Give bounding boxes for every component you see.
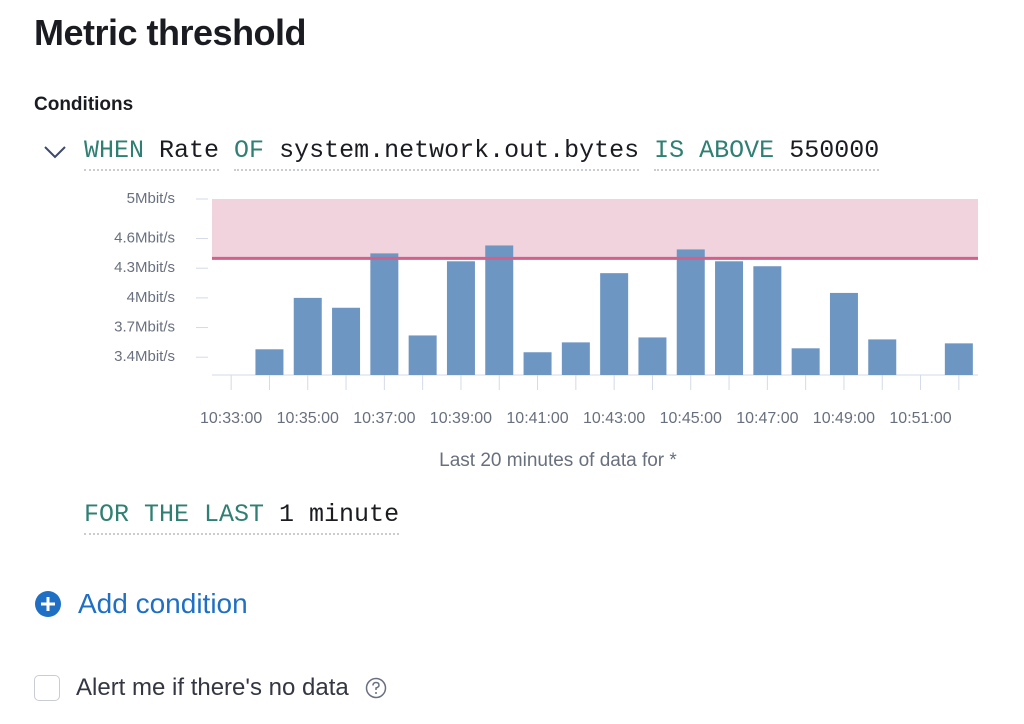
y-tick-label: 3.7Mbit/s <box>114 319 175 336</box>
bar <box>600 273 629 375</box>
bar <box>638 337 667 375</box>
x-axis-label: Last 20 minutes of data for * <box>439 450 677 471</box>
collapse-icon[interactable] <box>42 143 68 161</box>
x-tick-label: 10:41:00 <box>506 410 568 427</box>
section-label: Conditions <box>34 94 134 115</box>
x-tick-label: 10:39:00 <box>430 410 492 427</box>
checkbox[interactable] <box>34 675 60 701</box>
duration-value: 1 minute <box>279 500 400 529</box>
x-tick-label: 10:47:00 <box>736 410 798 427</box>
bar <box>561 342 590 375</box>
help-icon[interactable] <box>365 677 387 699</box>
expr-group[interactable]: OF system.network.out.bytes <box>234 136 640 171</box>
chart: Last 20 minutes of data for * 5Mbit/s 4.6… <box>114 190 978 471</box>
expr-group[interactable]: IS ABOVE 550000 <box>654 136 880 171</box>
bar <box>255 349 284 375</box>
add-condition-button[interactable]: Add condition <box>34 588 248 620</box>
y-tick-label: 4.6Mbit/s <box>114 230 175 247</box>
x-tick-label: 10:33:00 <box>200 410 262 427</box>
x-tick-label: 10:43:00 <box>583 410 645 427</box>
bar <box>370 253 399 375</box>
expr-group[interactable]: WHEN Rate <box>84 136 220 171</box>
page-title: Metric threshold <box>34 12 307 53</box>
x-tick-label: 10:45:00 <box>660 410 722 427</box>
keyword: OF <box>234 136 265 165</box>
metric: system.network.out.bytes <box>279 136 640 165</box>
aggregation: Rate <box>159 136 220 165</box>
threshold-zone <box>212 199 978 259</box>
bar <box>868 339 897 375</box>
bar <box>332 307 361 375</box>
x-tick-label: 10:35:00 <box>277 410 339 427</box>
bar <box>753 266 782 375</box>
keyword: IS ABOVE <box>654 136 775 165</box>
keyword: FOR THE LAST <box>84 500 265 529</box>
y-tick-label: 4Mbit/s <box>127 289 175 306</box>
x-tick-label: 10:49:00 <box>813 410 875 427</box>
checkbox-label: Alert me if there's no data <box>76 674 349 701</box>
bar <box>944 343 973 375</box>
expr-group: FOR THE LAST 1 minute <box>84 500 400 535</box>
keyword: WHEN <box>84 136 145 165</box>
bar <box>791 348 820 375</box>
y-tick-label: 3.4Mbit/s <box>114 348 175 365</box>
bar <box>829 292 858 375</box>
duration-expression[interactable]: FOR THE LAST 1 minute <box>84 500 400 535</box>
threshold: 550000 <box>789 136 880 165</box>
x-tick-label: 10:51:00 <box>889 410 951 427</box>
y-tick-label: 4.3Mbit/s <box>114 259 175 276</box>
plus-icon <box>35 591 61 617</box>
x-tick-label: 10:37:00 <box>353 410 415 427</box>
bar <box>293 297 322 375</box>
bar <box>408 335 437 375</box>
bar <box>676 249 705 375</box>
add-condition-label: Add condition <box>78 588 248 619</box>
bar <box>485 245 514 375</box>
bar <box>523 352 552 375</box>
condition-expression: WHEN Rate OF system.network.out.bytes IS… <box>84 136 880 171</box>
no-data-option: Alert me if there's no data <box>34 674 387 702</box>
bar <box>715 261 744 375</box>
y-tick-label: 5Mbit/s <box>127 190 175 207</box>
bar <box>446 261 475 375</box>
